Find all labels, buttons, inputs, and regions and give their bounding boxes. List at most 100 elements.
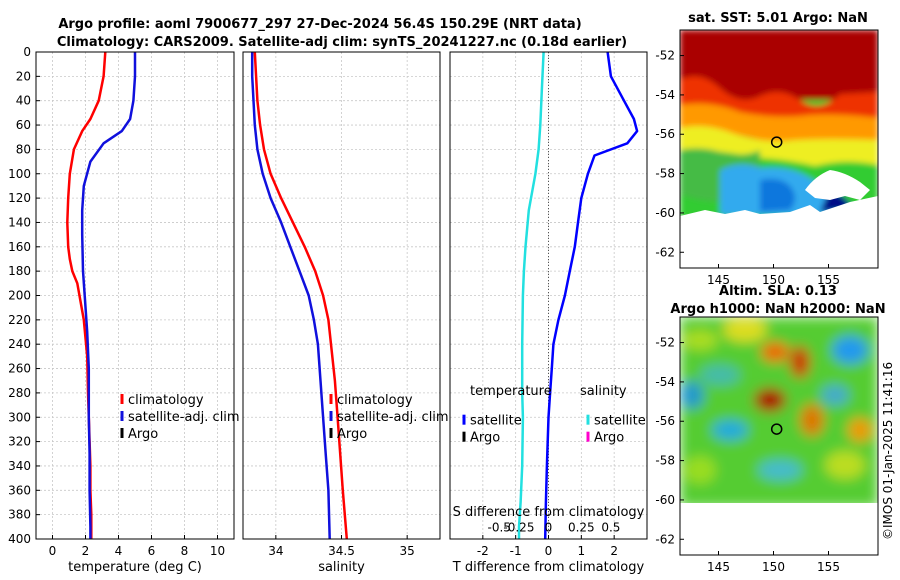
sla-field-3 bbox=[761, 342, 789, 362]
x-tick-label: 6 bbox=[148, 544, 156, 558]
x-axis-label: T difference from climatology bbox=[452, 560, 645, 575]
map-x-tick-label: 155 bbox=[817, 273, 840, 287]
series-line-satellite-adj-clim bbox=[250, 52, 331, 540]
y-tick-label: 160 bbox=[8, 240, 31, 254]
x-tick-label: 0 bbox=[545, 544, 553, 558]
salinity-panel: 34 34.5 35 salinity climatology satellite-adj… bbox=[242, 51, 449, 575]
map-y-tick-label: -60 bbox=[655, 493, 675, 507]
sla-field-2 bbox=[723, 318, 767, 342]
sla-field-5 bbox=[700, 365, 740, 385]
secondary-tick-label: 0.25 bbox=[568, 521, 595, 535]
map-y-tick-label: -52 bbox=[655, 336, 675, 350]
y-tick-label: 340 bbox=[8, 459, 31, 473]
sla-field-8 bbox=[800, 404, 824, 436]
x-tick-label: 34 bbox=[268, 544, 283, 558]
map-y-tick-label: -62 bbox=[655, 245, 675, 259]
sla-field-7 bbox=[754, 388, 786, 412]
map-y-tick-label: -58 bbox=[655, 167, 675, 181]
series-line-temperature-satellite bbox=[543, 51, 639, 540]
x-axis-label: temperature (deg C) bbox=[68, 560, 202, 575]
map-x-tick-label: 150 bbox=[762, 560, 785, 574]
y-tick-label: 20 bbox=[16, 69, 31, 83]
legend-title-temperature: temperature bbox=[470, 384, 552, 399]
x-tick-label: -1 bbox=[510, 544, 522, 558]
sla-map-border bbox=[679, 316, 879, 556]
series-line-salinity-satellite bbox=[517, 51, 545, 539]
y-tick-label: 260 bbox=[8, 362, 31, 376]
temperature-panel: 0 2 4 6 8 10 temperature (deg C) 0 20 40 60 80 100 12… bbox=[8, 45, 240, 575]
sla-field-11 bbox=[712, 420, 748, 440]
x-tick-label: 2 bbox=[610, 544, 618, 558]
map-y-tick-label: -54 bbox=[655, 375, 675, 389]
secondary-axis-label: S difference from climatology bbox=[453, 505, 645, 520]
title-line1: Argo profile: aoml 7900677_297 27-Dec-20… bbox=[58, 17, 581, 32]
sla-blank-area bbox=[680, 503, 878, 555]
y-tick-label: 360 bbox=[8, 483, 31, 497]
secondary-tick-label: 0.5 bbox=[601, 521, 620, 535]
y-tick-label: 240 bbox=[8, 337, 31, 351]
sla-field-13 bbox=[758, 460, 802, 480]
sla-map-title-2: Argo h1000: NaN h2000: NaN bbox=[670, 302, 885, 317]
map-y-tick-label: -56 bbox=[655, 127, 675, 141]
sla-field-12 bbox=[684, 456, 716, 484]
sla-map-axes: 145 150 155 -52 -54 -56 -58 -60 -62 bbox=[655, 336, 840, 574]
map-y-tick-label: -52 bbox=[655, 49, 675, 63]
series-line-climatology bbox=[253, 51, 349, 540]
sst-map-axes: 145 150 155 -52 -54 -56 -58 -60 -62 bbox=[655, 49, 840, 287]
legend-label: climatology bbox=[337, 393, 413, 408]
x-tick-label: 2 bbox=[82, 544, 90, 558]
title-line2: Climatology: CARS2009. Satellite-adj cli… bbox=[57, 35, 627, 50]
legend-title-salinity: salinity bbox=[580, 384, 627, 399]
sla-map: 145 150 155 -52 -54 -56 -58 -60 -62 bbox=[655, 316, 879, 574]
sst-map-title: sat. SST: 5.01 Argo: NaN bbox=[688, 11, 868, 26]
sst-field-front-2 bbox=[680, 103, 878, 150]
map-x-tick-label: 150 bbox=[762, 273, 785, 287]
x-tick-label: 0 bbox=[49, 544, 57, 558]
series-line-satellite-adj-clim bbox=[80, 52, 137, 539]
sla-field-6 bbox=[680, 381, 704, 409]
map-x-tick-label: 145 bbox=[707, 273, 730, 287]
legend-label: Argo bbox=[594, 431, 624, 446]
x-tick-label: 10 bbox=[210, 544, 225, 558]
legend-label: satellite-adj. clim bbox=[128, 410, 240, 425]
secondary-tick-label: 0 bbox=[545, 521, 553, 535]
x-tick-label: -2 bbox=[477, 544, 489, 558]
sla-field-4 bbox=[790, 346, 810, 378]
legend-label: climatology bbox=[128, 393, 204, 408]
y-tick-label: 40 bbox=[16, 94, 31, 108]
legend-label: Argo bbox=[337, 427, 367, 442]
y-tick-label: 300 bbox=[8, 410, 31, 424]
y-tick-label: 140 bbox=[8, 215, 31, 229]
y-tick-label: 0 bbox=[23, 45, 31, 59]
sst-nodata-patch bbox=[805, 170, 870, 200]
legend-label: satellite-adj. clim bbox=[337, 410, 449, 425]
x-tick-label: 1 bbox=[578, 544, 586, 558]
y-tick-label: 100 bbox=[8, 167, 31, 181]
argo-position-marker bbox=[770, 423, 783, 435]
y-tick-label: 380 bbox=[8, 508, 31, 522]
legend-label: satellite bbox=[470, 414, 522, 429]
y-tick-label: 180 bbox=[8, 264, 31, 278]
secondary-tick-label: -0.25 bbox=[503, 521, 534, 535]
difference-panel: -2 -1 0 1 2 T difference from climatology temp… bbox=[449, 51, 648, 575]
x-axis-label: salinity bbox=[318, 560, 365, 575]
map-y-tick-label: -60 bbox=[655, 206, 675, 220]
sla-field-1 bbox=[682, 330, 718, 350]
map-x-tick-label: 155 bbox=[817, 560, 840, 574]
y-tick-label: 400 bbox=[8, 532, 31, 546]
x-tick-label: 35 bbox=[400, 544, 415, 558]
x-tick-label: 34.5 bbox=[328, 544, 355, 558]
y-tick-label: 320 bbox=[8, 435, 31, 449]
sla-field-14 bbox=[825, 451, 865, 479]
sla-map-title-1: Altim. SLA: 0.13 bbox=[719, 284, 837, 299]
x-tick-label: 8 bbox=[181, 544, 189, 558]
y-tick-label: 200 bbox=[8, 289, 31, 303]
map-y-tick-label: -62 bbox=[655, 532, 675, 546]
y-tick-label: 60 bbox=[16, 118, 31, 132]
legend-label: Argo bbox=[128, 427, 158, 442]
sla-field-10 bbox=[832, 336, 868, 364]
y-tick-label: 220 bbox=[8, 313, 31, 327]
legend-label: satellite bbox=[594, 414, 646, 429]
sst-blank-area bbox=[680, 216, 878, 268]
